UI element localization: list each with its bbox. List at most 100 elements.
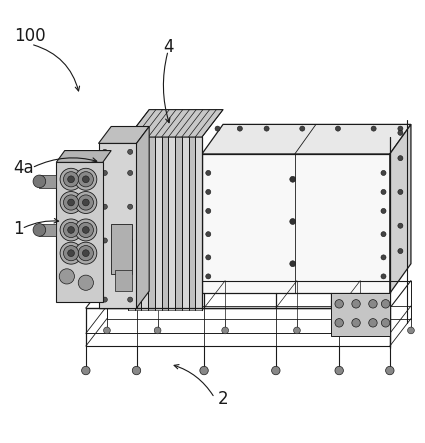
Polygon shape <box>56 163 103 302</box>
Polygon shape <box>162 137 168 310</box>
Bar <box>116 270 132 291</box>
Circle shape <box>264 126 269 131</box>
Circle shape <box>290 176 296 182</box>
Circle shape <box>128 238 133 243</box>
Circle shape <box>78 195 94 210</box>
Circle shape <box>206 255 211 260</box>
Circle shape <box>335 366 343 375</box>
Circle shape <box>398 130 403 136</box>
Circle shape <box>78 172 94 187</box>
Circle shape <box>335 319 343 327</box>
Circle shape <box>75 168 97 190</box>
Polygon shape <box>195 137 202 310</box>
FancyArrowPatch shape <box>24 218 59 227</box>
FancyArrowPatch shape <box>174 365 213 396</box>
Circle shape <box>369 319 377 327</box>
Circle shape <box>59 269 74 284</box>
Circle shape <box>102 204 108 209</box>
Circle shape <box>132 366 141 375</box>
Circle shape <box>381 208 386 214</box>
Circle shape <box>82 250 89 256</box>
Circle shape <box>398 155 403 161</box>
Circle shape <box>33 175 46 188</box>
Circle shape <box>102 238 108 243</box>
Circle shape <box>128 297 133 302</box>
Circle shape <box>300 126 305 131</box>
Circle shape <box>78 275 94 290</box>
Polygon shape <box>202 124 411 154</box>
Circle shape <box>33 224 46 236</box>
Circle shape <box>398 126 403 131</box>
Circle shape <box>352 299 360 308</box>
Circle shape <box>381 299 390 308</box>
Circle shape <box>237 126 242 131</box>
Polygon shape <box>390 124 411 293</box>
Circle shape <box>75 242 97 264</box>
Circle shape <box>335 126 340 131</box>
Circle shape <box>381 255 386 260</box>
Circle shape <box>290 218 296 225</box>
Circle shape <box>352 319 360 327</box>
Circle shape <box>294 327 300 334</box>
Circle shape <box>369 299 377 308</box>
Circle shape <box>75 191 97 214</box>
Text: 4: 4 <box>163 38 173 56</box>
Polygon shape <box>128 109 223 137</box>
Circle shape <box>215 126 220 131</box>
Circle shape <box>68 226 74 233</box>
Circle shape <box>371 126 376 131</box>
Polygon shape <box>142 137 148 310</box>
Circle shape <box>82 199 89 206</box>
Polygon shape <box>128 137 135 310</box>
Polygon shape <box>99 127 149 144</box>
Circle shape <box>408 327 414 334</box>
Circle shape <box>128 204 133 209</box>
Circle shape <box>154 327 161 334</box>
Bar <box>111 224 132 274</box>
Circle shape <box>63 172 79 187</box>
Circle shape <box>78 245 94 261</box>
Polygon shape <box>99 144 136 308</box>
Circle shape <box>206 232 211 237</box>
Polygon shape <box>189 137 195 310</box>
Circle shape <box>381 319 390 327</box>
Polygon shape <box>40 224 56 236</box>
Circle shape <box>206 190 211 194</box>
Circle shape <box>128 171 133 175</box>
Circle shape <box>68 176 74 183</box>
Polygon shape <box>155 137 162 310</box>
Polygon shape <box>56 151 111 163</box>
Polygon shape <box>136 127 149 308</box>
Text: 4a: 4a <box>13 159 34 177</box>
Circle shape <box>82 226 89 233</box>
Circle shape <box>398 190 403 194</box>
Circle shape <box>63 222 79 237</box>
Polygon shape <box>40 175 56 188</box>
Circle shape <box>60 219 82 241</box>
Polygon shape <box>148 137 155 310</box>
Circle shape <box>60 242 82 264</box>
Circle shape <box>381 232 386 237</box>
Text: 1: 1 <box>13 220 24 238</box>
Circle shape <box>381 190 386 194</box>
Text: 100: 100 <box>14 27 45 45</box>
Circle shape <box>222 327 229 334</box>
Polygon shape <box>202 154 390 293</box>
Circle shape <box>206 274 211 279</box>
Circle shape <box>357 327 364 334</box>
Circle shape <box>398 223 403 228</box>
Circle shape <box>63 245 79 261</box>
Circle shape <box>398 249 403 253</box>
Circle shape <box>385 366 394 375</box>
Circle shape <box>104 327 111 334</box>
Circle shape <box>272 366 280 375</box>
FancyArrowPatch shape <box>163 53 170 123</box>
Circle shape <box>206 208 211 214</box>
Circle shape <box>335 299 343 308</box>
FancyArrowPatch shape <box>34 45 79 91</box>
Polygon shape <box>135 137 142 310</box>
Circle shape <box>381 171 386 175</box>
Circle shape <box>68 199 74 206</box>
Circle shape <box>102 297 108 302</box>
Circle shape <box>200 366 208 375</box>
